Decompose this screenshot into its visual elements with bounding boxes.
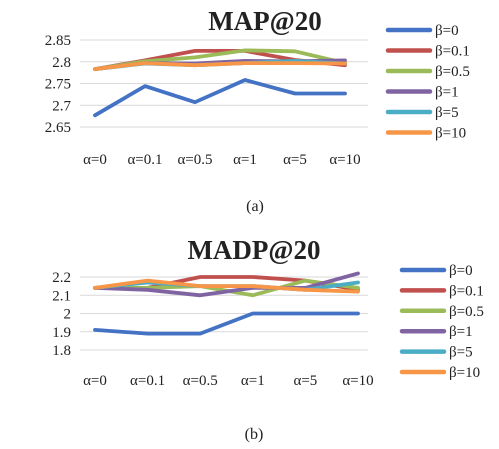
y-tick-label: 1.9	[52, 325, 71, 341]
y-tick-label: 2.85	[45, 33, 71, 49]
legend-label: β=1	[435, 85, 459, 101]
x-tick-label: α=0.5	[183, 373, 218, 389]
panel-a: MAP@20 (a) 2.85 2.8 2.75 2.7 2.65 α=0 α=0.1 α=0…	[45, 6, 470, 215]
panel-caption: (b)	[245, 426, 264, 443]
legend-label: β=5	[449, 345, 473, 361]
legend-label: β=10	[435, 126, 466, 142]
y-tick-label: 2	[64, 307, 72, 323]
x-tick-label: α=10	[329, 152, 360, 168]
x-tick-label: α=5	[293, 373, 317, 389]
x-tick-label: α=0	[83, 373, 107, 389]
y-tick-label: 2.65	[45, 120, 71, 136]
x-tick-label: α=1	[241, 373, 265, 389]
x-tick-label: α=0.1	[127, 152, 162, 168]
series-line	[93, 271, 360, 298]
x-tick-label: α=1	[233, 152, 257, 168]
x-tick-label: α=5	[283, 152, 307, 168]
y-tick-label: 2.75	[45, 77, 71, 93]
y-tick-label: 2.8	[52, 55, 71, 71]
y-tick-label: 2.1	[52, 288, 71, 304]
x-tick-label: α=10	[342, 373, 373, 389]
panel-b: MADP@20 (b) 2.2 2.1 2 1.9 1.8 α=0 α=0.1 α=0.5 α=…	[52, 235, 484, 443]
legend-label: β=1	[449, 324, 473, 340]
legend-label: β=5	[435, 105, 459, 121]
legend-label: β=0.5	[449, 304, 484, 320]
series-line	[93, 311, 360, 336]
panel-caption: (a)	[246, 198, 264, 215]
legend-label: β=10	[449, 365, 480, 381]
legend-label: β=0.1	[435, 44, 470, 60]
chart-title: MAP@20	[208, 6, 322, 36]
y-tick-label: 1.8	[52, 343, 71, 359]
legend-label: β=0	[435, 23, 459, 39]
x-tick-label: α=0.5	[177, 152, 212, 168]
series-line	[93, 61, 347, 71]
legend-label: β=0	[449, 263, 473, 279]
legend-label: β=0.1	[449, 283, 484, 299]
x-tick-label: α=0	[83, 152, 107, 168]
series-line	[93, 78, 347, 118]
y-tick-label: 2.7	[52, 98, 71, 114]
chart-title: MADP@20	[187, 235, 320, 265]
legend-label: β=0.5	[435, 64, 470, 80]
y-tick-label: 2.2	[52, 270, 71, 286]
series-line	[93, 278, 360, 294]
x-tick-label: α=0.1	[130, 373, 165, 389]
